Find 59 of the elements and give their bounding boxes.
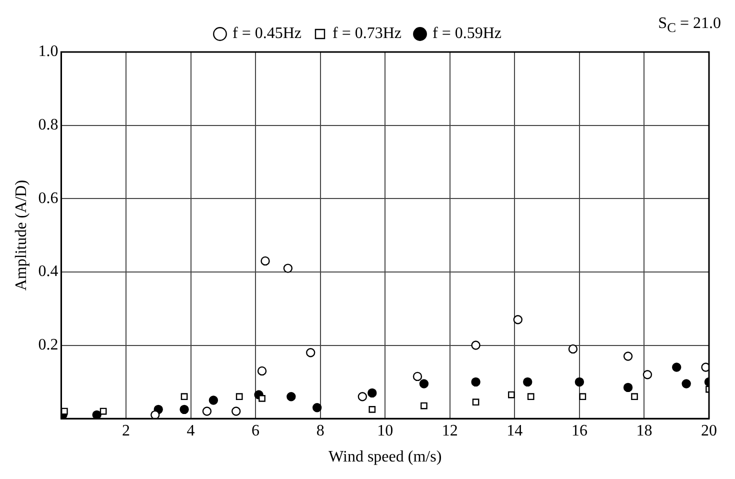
point bbox=[682, 379, 691, 388]
legend-label: f = 0.45Hz bbox=[232, 25, 302, 42]
legend-label: f = 0.73Hz bbox=[332, 25, 402, 42]
point bbox=[258, 395, 266, 402]
point bbox=[419, 379, 429, 388]
point bbox=[631, 393, 638, 400]
point bbox=[180, 393, 188, 400]
point bbox=[100, 408, 107, 415]
point bbox=[283, 264, 293, 273]
point bbox=[202, 406, 212, 416]
point bbox=[623, 382, 633, 392]
point bbox=[523, 377, 532, 387]
point bbox=[508, 391, 515, 398]
point bbox=[232, 406, 241, 416]
point bbox=[471, 377, 480, 387]
point bbox=[260, 256, 270, 266]
point bbox=[306, 348, 316, 358]
point bbox=[208, 396, 218, 405]
point bbox=[92, 410, 102, 419]
y-axis-title: Amplitude (A/D) bbox=[12, 180, 30, 291]
point bbox=[527, 393, 534, 400]
point bbox=[312, 403, 322, 412]
point bbox=[642, 370, 652, 380]
x-tick-label: 8 bbox=[316, 422, 324, 440]
x-tick-label: 10 bbox=[377, 422, 394, 440]
point bbox=[286, 392, 296, 402]
point bbox=[412, 372, 422, 382]
point bbox=[358, 392, 368, 402]
point bbox=[672, 362, 682, 372]
point bbox=[368, 388, 377, 398]
x-tick-label: 6 bbox=[252, 422, 260, 440]
point bbox=[257, 366, 267, 376]
x-tick-label: 14 bbox=[506, 422, 523, 440]
point bbox=[471, 340, 480, 350]
y-tick-label: 0.6 bbox=[38, 190, 58, 207]
x-tick-label: 16 bbox=[571, 422, 588, 440]
x-tick-label: 2 bbox=[122, 422, 130, 440]
point bbox=[579, 393, 586, 400]
point bbox=[568, 344, 578, 354]
point bbox=[420, 402, 428, 410]
x-tick-label: 20 bbox=[701, 422, 717, 440]
x-tick-label: 12 bbox=[442, 422, 458, 440]
y-tick-label: 1.0 bbox=[38, 43, 58, 60]
point bbox=[623, 352, 633, 361]
text: S$_{C}$ = 21.0 bbox=[658, 15, 721, 36]
y-tick-label: 0.2 bbox=[38, 336, 58, 354]
point bbox=[574, 377, 584, 387]
x-tick-label: 4 bbox=[186, 422, 195, 440]
point bbox=[236, 393, 243, 400]
point bbox=[150, 410, 160, 419]
x-axis-title: Wind speed (m/s) bbox=[328, 448, 442, 466]
point bbox=[180, 404, 189, 414]
point bbox=[368, 406, 376, 413]
legend-label: f = 0.59Hz bbox=[432, 25, 502, 42]
x-tick-label: 18 bbox=[636, 422, 652, 440]
y-tick-label: 0.8 bbox=[38, 116, 58, 134]
point bbox=[472, 398, 480, 406]
point bbox=[513, 315, 522, 324]
y-tick-label: 0.4 bbox=[38, 263, 58, 280]
